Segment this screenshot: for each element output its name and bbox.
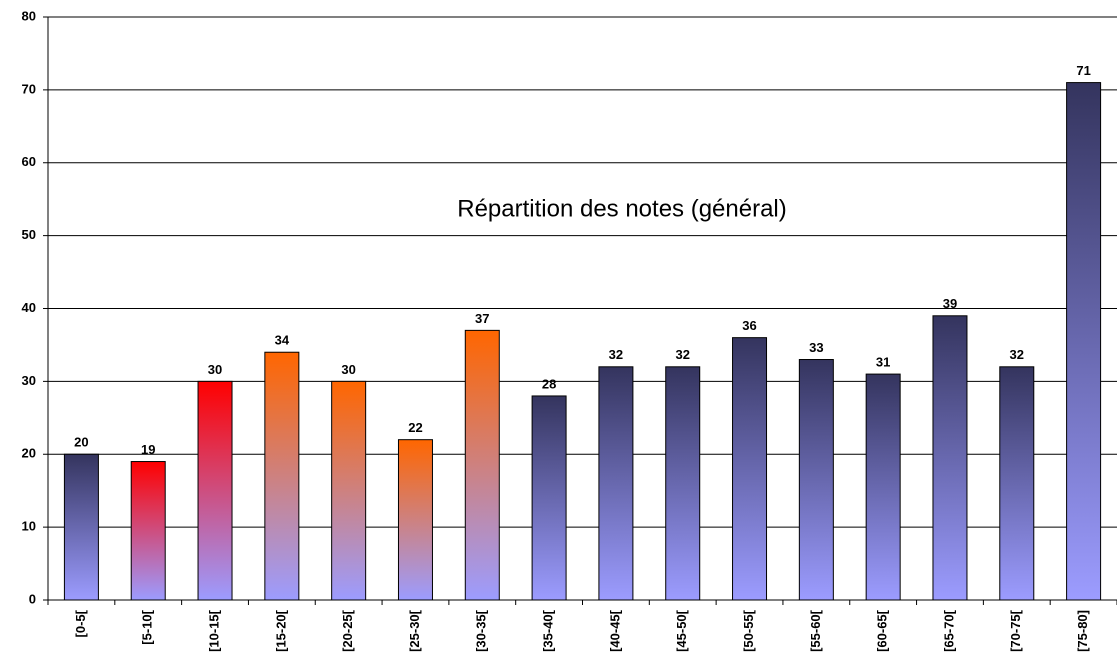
y-tick-label: 70 bbox=[22, 81, 36, 96]
bar bbox=[798, 359, 834, 601]
data-label: 19 bbox=[141, 442, 155, 457]
data-label: 20 bbox=[74, 435, 88, 450]
data-label: 34 bbox=[275, 333, 290, 348]
bar bbox=[331, 380, 367, 601]
x-tick-label: [10-15[ bbox=[206, 609, 221, 652]
data-label: 37 bbox=[475, 311, 489, 326]
y-tick-label: 50 bbox=[22, 227, 36, 242]
x-tick-label: [40-45[ bbox=[607, 609, 622, 652]
data-label: 31 bbox=[876, 355, 890, 370]
data-label: 39 bbox=[943, 296, 957, 311]
data-label: 32 bbox=[675, 347, 689, 362]
x-tick-label: [70-75[ bbox=[1008, 609, 1023, 652]
x-tick-label: [60-65[ bbox=[875, 609, 890, 652]
x-tick-label: [15-20[ bbox=[273, 609, 288, 652]
bar bbox=[197, 380, 233, 601]
bar bbox=[932, 315, 968, 601]
bar bbox=[598, 366, 634, 601]
data-label: 32 bbox=[609, 347, 623, 362]
x-tick-label: [20-25[ bbox=[340, 609, 355, 652]
data-label: 30 bbox=[208, 362, 222, 377]
x-tick-label: [55-60[ bbox=[808, 609, 823, 652]
y-tick-label: 20 bbox=[22, 446, 36, 461]
x-tick-label: [5-10[ bbox=[140, 609, 155, 644]
bar bbox=[531, 395, 567, 601]
data-label: 30 bbox=[341, 362, 355, 377]
chart-title: Répartition des notes (général) bbox=[457, 195, 787, 222]
bar bbox=[865, 373, 901, 601]
bar bbox=[264, 351, 300, 601]
y-tick-label: 60 bbox=[22, 154, 36, 169]
bar bbox=[1066, 82, 1102, 601]
x-tick-label: [35-40[ bbox=[541, 609, 556, 652]
y-tick-label: 10 bbox=[22, 519, 36, 534]
y-tick-label: 0 bbox=[29, 591, 36, 606]
x-tick-label: [45-50[ bbox=[674, 609, 689, 652]
y-tick-label: 30 bbox=[22, 373, 36, 388]
x-tick-label: [50-55[ bbox=[741, 609, 756, 652]
bar bbox=[397, 439, 433, 601]
data-label: 28 bbox=[542, 376, 556, 391]
x-tick-label: [30-35[ bbox=[474, 609, 489, 652]
data-label: 71 bbox=[1076, 63, 1090, 78]
data-label: 32 bbox=[1010, 347, 1024, 362]
bar bbox=[464, 329, 500, 601]
bar bbox=[999, 366, 1035, 601]
x-tick-label: [0-5[ bbox=[73, 609, 88, 637]
bar bbox=[665, 366, 701, 601]
y-tick-label: 40 bbox=[22, 300, 36, 315]
data-label: 22 bbox=[408, 420, 422, 435]
y-tick-label: 80 bbox=[22, 8, 36, 23]
bar bbox=[130, 461, 166, 601]
bar bbox=[63, 453, 99, 601]
data-label: 33 bbox=[809, 340, 823, 355]
x-tick-label: [65-70[ bbox=[941, 609, 956, 652]
x-tick-label: [75-80] bbox=[1075, 610, 1090, 652]
bar bbox=[732, 337, 768, 601]
data-label: 36 bbox=[742, 318, 756, 333]
x-tick-label: [25-30[ bbox=[407, 609, 422, 652]
